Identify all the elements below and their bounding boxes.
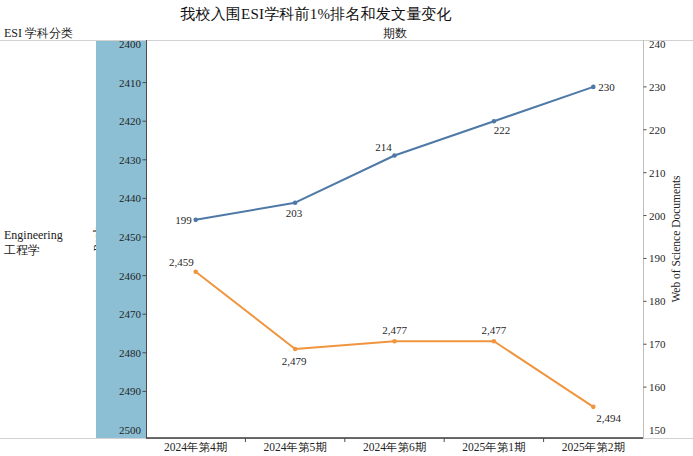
data-point[interactable] <box>193 218 198 223</box>
docs-tick-label: 170 <box>649 338 666 350</box>
rank-tick-label: 2460 <box>119 270 142 282</box>
subject-name-zh: 工程学 <box>4 243 63 258</box>
rank-tick-label: 2430 <box>119 154 142 166</box>
data-point[interactable] <box>392 339 397 344</box>
data-point[interactable] <box>193 269 198 274</box>
data-label: 214 <box>375 141 392 153</box>
esi-category-header: ESI 学科分类 <box>4 25 73 42</box>
data-point[interactable] <box>392 153 397 158</box>
data-label: 2,494 <box>596 412 621 424</box>
data-label: 2,477 <box>382 324 407 336</box>
data-label: 222 <box>494 124 511 136</box>
category-label: 2025年第1期 <box>462 441 525 453</box>
data-label: 2,459 <box>169 256 194 268</box>
docs-tick-label: 230 <box>649 81 666 93</box>
x-axis-title: 期数 <box>345 25 445 42</box>
docs-tick-label: 220 <box>649 124 666 136</box>
rank-tick-label: 2490 <box>119 385 142 397</box>
right-axis-title: Web of Science Documents <box>666 40 686 438</box>
docs-tick-label: 210 <box>649 167 666 179</box>
data-point[interactable] <box>293 347 298 352</box>
subject-name-en: Engineering <box>4 228 63 243</box>
subject-row-label: Engineering 工程学 <box>4 228 63 258</box>
docs-tick-label: 180 <box>649 295 666 307</box>
docs-tick-label: 150 <box>649 424 666 436</box>
data-point[interactable] <box>293 200 298 205</box>
rank-tick-label: 2500 <box>119 424 142 436</box>
chart-title: 我校入围ESI学科前1%排名和发文量变化 <box>0 5 632 24</box>
rank-tick-label: 2450 <box>119 231 142 243</box>
data-label: 199 <box>175 214 192 226</box>
docs-tick-label: 200 <box>649 210 666 222</box>
rank-axis-title: Rank <box>88 40 108 438</box>
rank-tick-label: 2480 <box>119 347 142 359</box>
docs-tick-label: 190 <box>649 252 666 264</box>
docs-tick-label: 240 <box>649 38 666 50</box>
series-line-rank <box>196 272 594 407</box>
rank-tick-label: 2440 <box>119 192 142 204</box>
docs-tick-label: 160 <box>649 381 666 393</box>
data-point[interactable] <box>591 85 596 90</box>
category-label: 2024年第5期 <box>263 441 326 453</box>
category-label: 2025年第2期 <box>562 441 625 453</box>
data-label: 2,477 <box>482 324 507 336</box>
category-label: 2024年第6期 <box>363 441 426 453</box>
data-point[interactable] <box>492 339 497 344</box>
data-label: 203 <box>286 207 303 219</box>
rank-tick-label: 2470 <box>119 308 142 320</box>
data-point[interactable] <box>492 119 497 124</box>
series-line-documents <box>196 87 594 220</box>
data-point[interactable] <box>591 405 596 410</box>
category-label: 2024年第4期 <box>164 441 227 453</box>
rank-tick-label: 2410 <box>119 77 142 89</box>
data-label: 2,479 <box>282 355 307 367</box>
rank-tick-label: 2400 <box>119 38 142 50</box>
data-label: 230 <box>598 81 615 93</box>
rank-tick-label: 2420 <box>119 115 142 127</box>
